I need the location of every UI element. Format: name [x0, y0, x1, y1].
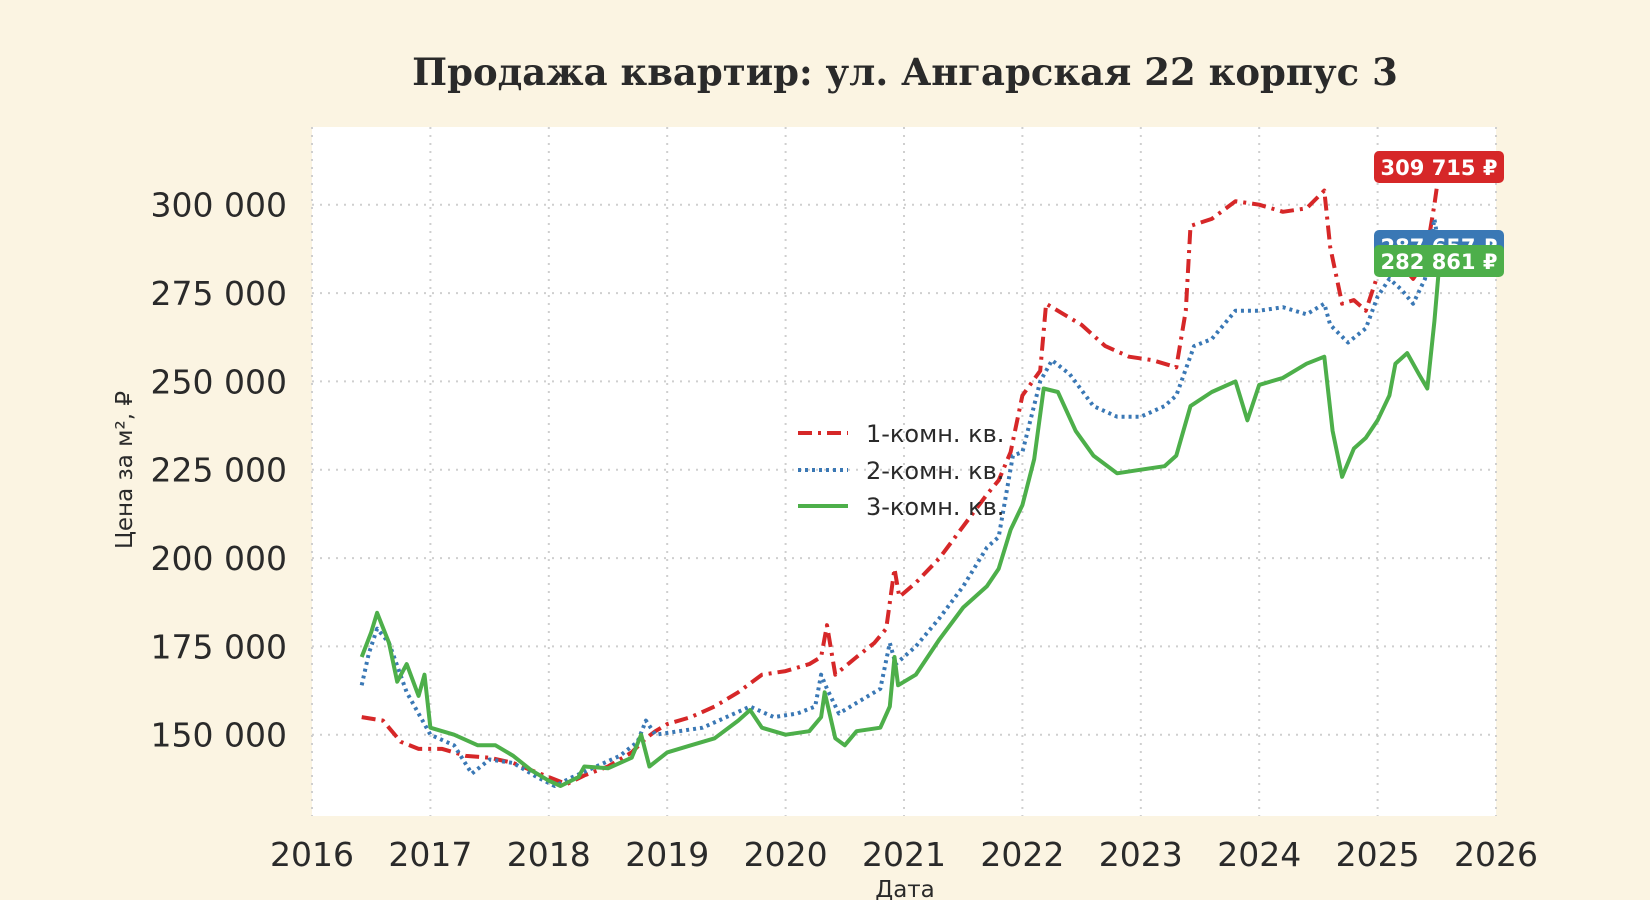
x-axis: 2016 2017 2018 2019 2020 2021 2022 2023 2024 2025…	[270, 835, 1538, 874]
legend-label: 2-комн. кв.	[866, 457, 1004, 485]
x-tick-label: 2020	[744, 835, 828, 874]
x-axis-label: Дата	[875, 877, 935, 900]
x-tick-label: 2019	[625, 835, 709, 874]
y-tick-label: 200 000	[151, 539, 287, 578]
x-tick-label: 2023	[1099, 835, 1183, 874]
y-axis: 150 000 175 000 200 000 225 000 250 000 275 0…	[151, 186, 287, 755]
x-tick-label: 2021	[862, 835, 946, 874]
y-tick-label: 275 000	[151, 274, 287, 313]
grid	[311, 127, 1497, 816]
x-tick-label: 2026	[1454, 835, 1538, 874]
x-tick-label: 2025	[1336, 835, 1420, 874]
series-line-3	[359, 265, 1442, 788]
x-tick-label: 2018	[507, 835, 591, 874]
y-tick-label: 300 000	[151, 186, 287, 225]
series-layer	[359, 170, 1442, 788]
y-axis-label: Цена за м², ₽	[112, 391, 138, 549]
x-tick-label: 2024	[1217, 835, 1301, 874]
y-tick-label: 175 000	[151, 627, 287, 666]
legend: 1-комн. кв. 2-комн. кв. 3-комн. кв.	[798, 420, 1004, 521]
end-value-badge	[1374, 245, 1504, 277]
x-tick-label: 2016	[270, 835, 354, 874]
y-tick-label: 250 000	[151, 362, 287, 401]
legend-label: 1-комн. кв.	[866, 420, 1004, 448]
y-tick-label: 150 000	[151, 716, 287, 755]
legend-label: 3-комн. кв.	[866, 493, 1004, 521]
x-tick-label: 2017	[388, 835, 472, 874]
end-value-labels: 309 715 ₽287 657 ₽282 861 ₽	[1374, 151, 1504, 277]
end-value-text: 309 715 ₽	[1381, 156, 1498, 180]
chart-title: Продажа квартир: ул. Ангарская 22 корпус…	[412, 50, 1398, 94]
end-value-badge	[1374, 151, 1504, 183]
y-tick-label: 225 000	[151, 451, 287, 490]
series-line-2	[359, 216, 1442, 788]
x-tick-label: 2022	[980, 835, 1064, 874]
end-value-text: 282 861 ₽	[1381, 250, 1498, 274]
